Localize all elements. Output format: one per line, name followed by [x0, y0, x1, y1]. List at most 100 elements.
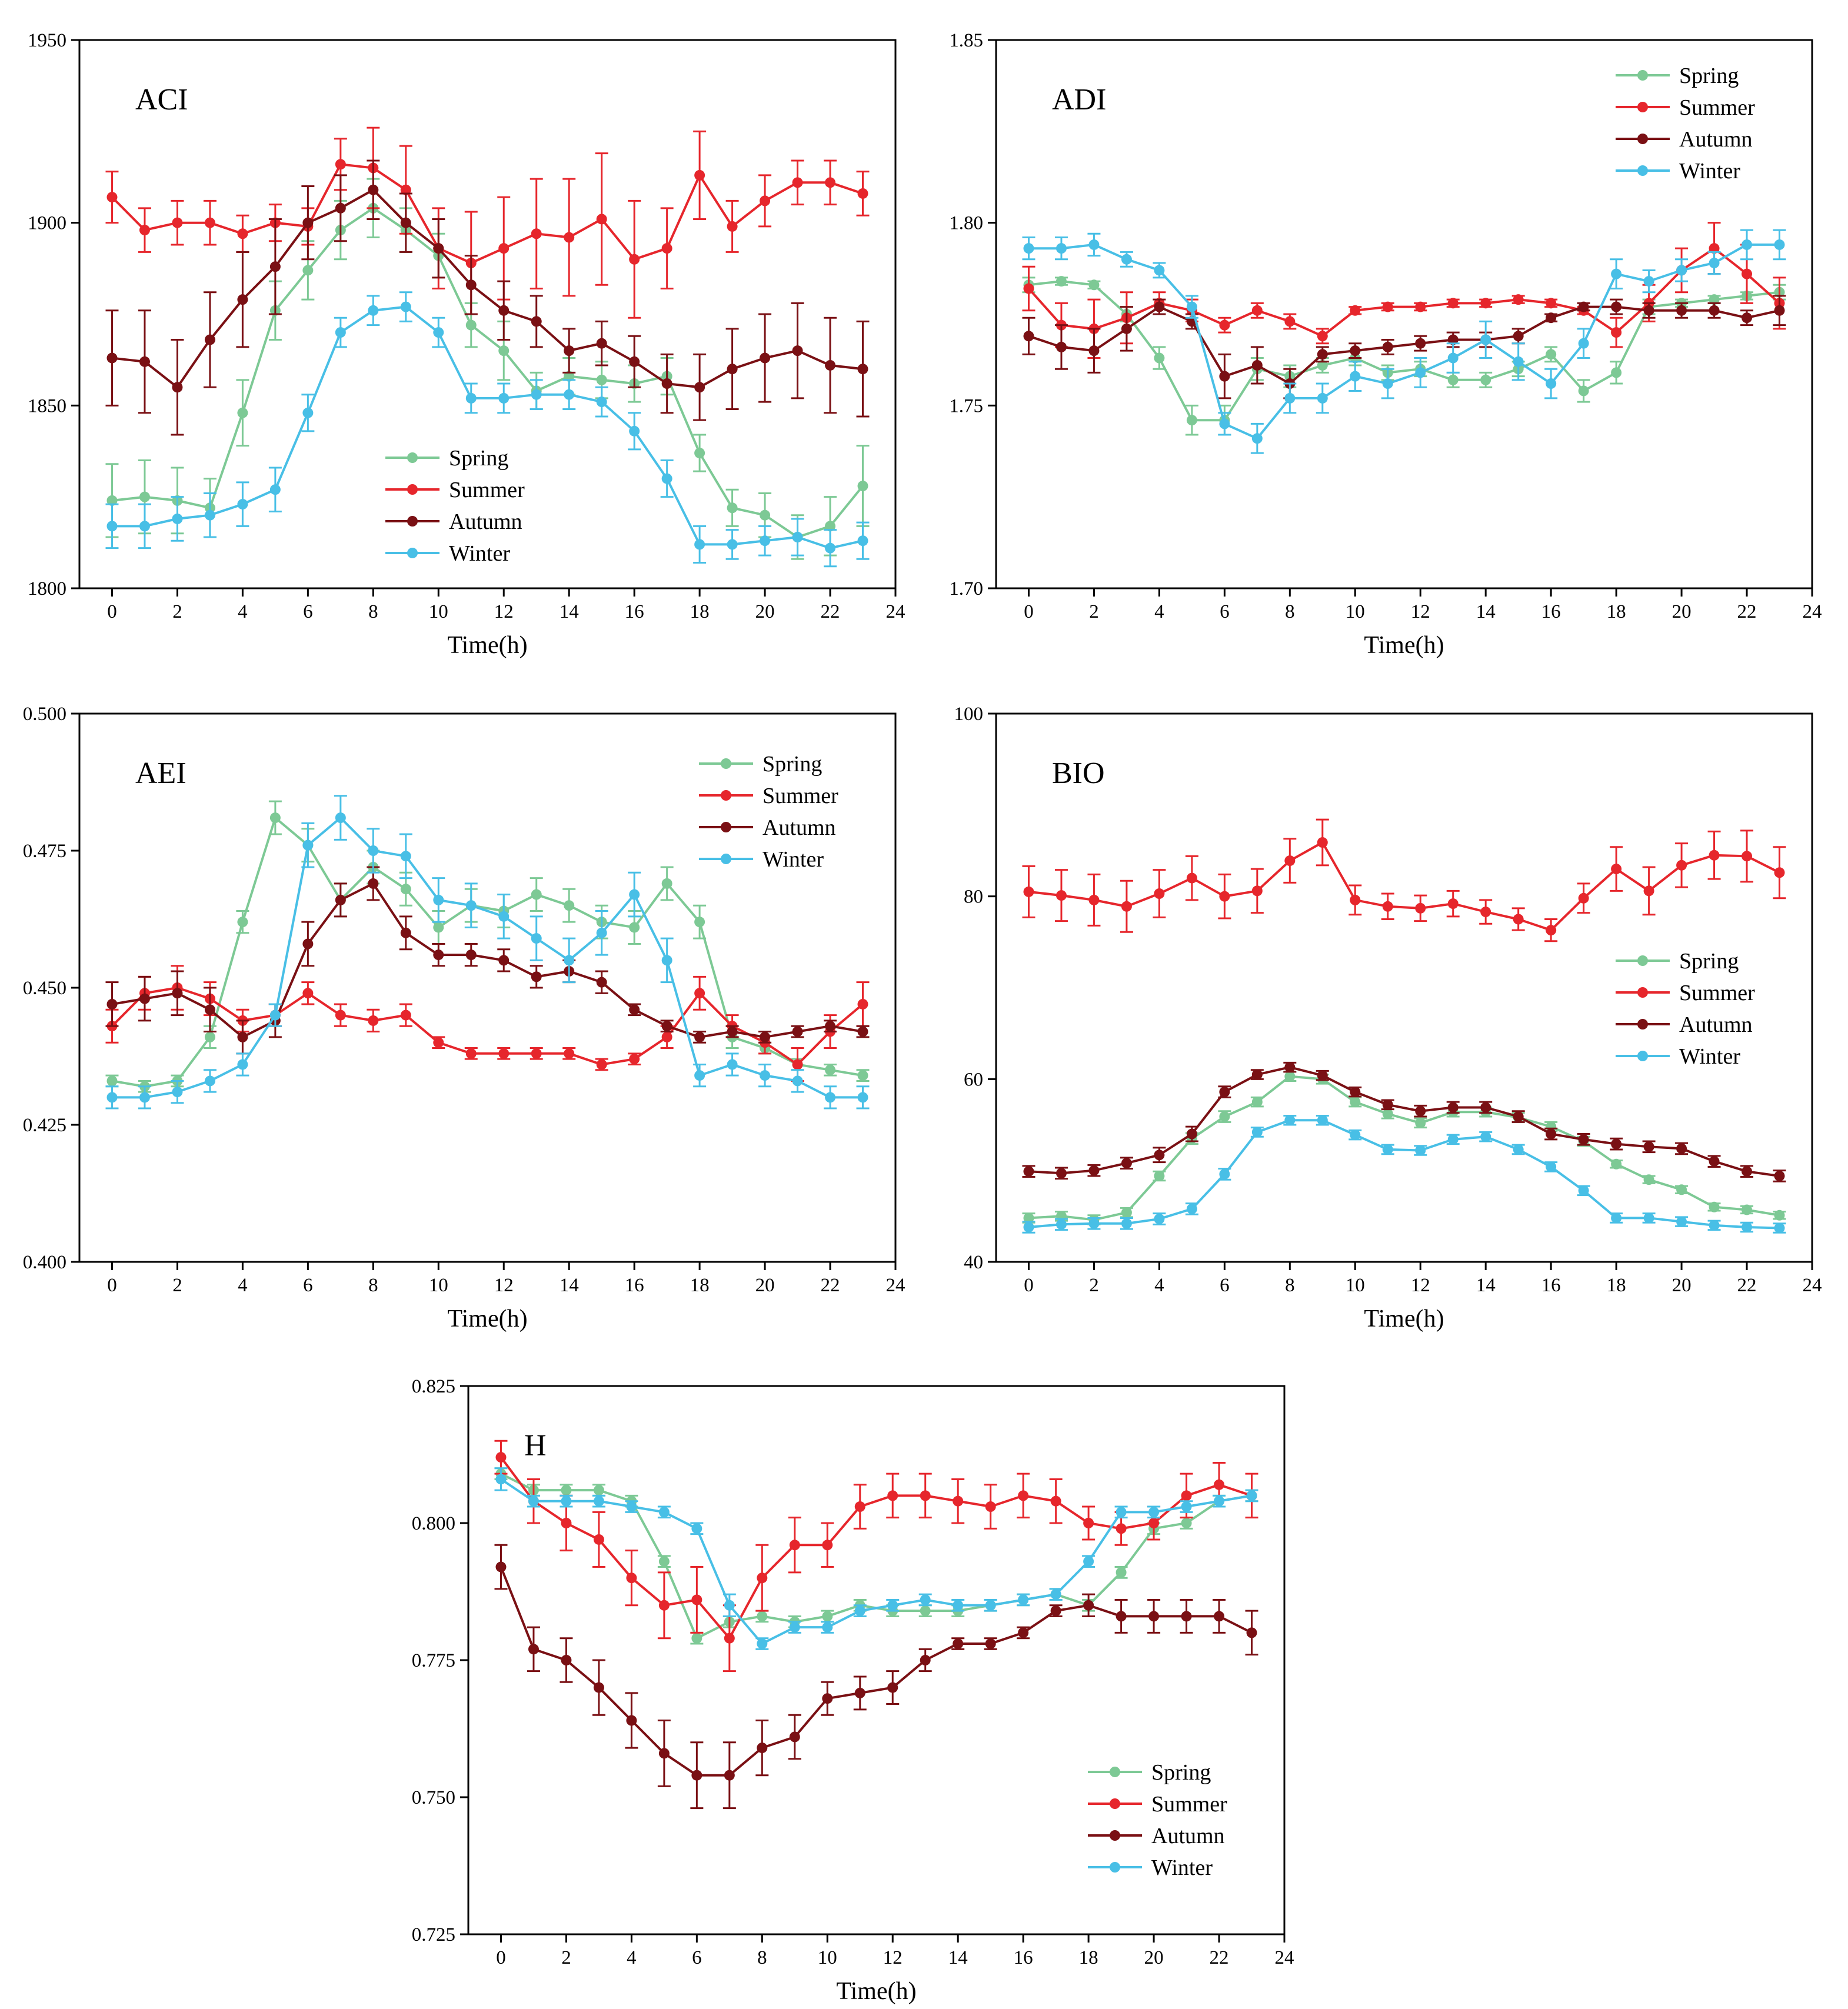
- legend-item-spring: Spring: [1616, 64, 1739, 88]
- data-point: [335, 812, 346, 824]
- data-point: [237, 917, 248, 928]
- x-tick-label: 16: [625, 601, 644, 622]
- data-point: [854, 1687, 865, 1698]
- x-axis-title: Time(h): [1364, 632, 1444, 659]
- data-point: [433, 894, 444, 905]
- data-point: [564, 900, 575, 911]
- x-tick-label: 2: [172, 601, 182, 622]
- plot-frame: [78, 39, 897, 589]
- data-point: [857, 481, 868, 492]
- y-tick-label: 0.800: [412, 1513, 455, 1534]
- x-tick-label: 24: [1803, 601, 1822, 622]
- data-point: [1251, 433, 1263, 444]
- legend-marker: [1637, 70, 1648, 81]
- data-point: [1643, 1212, 1654, 1224]
- legend: Spring Summer Autumn Winter: [1616, 949, 1755, 1069]
- data-point: [1676, 1184, 1687, 1195]
- data-point: [789, 1731, 800, 1743]
- data-point: [596, 397, 607, 408]
- legend-label: Spring: [1679, 949, 1739, 974]
- data-point: [593, 1495, 604, 1507]
- data-point: [335, 1010, 346, 1021]
- chart-panel-bio: 0 2 4 6 8 10 12 14 16 18 20 22 24406080100Time(h)BIO…: [954, 704, 1822, 1332]
- series-line: [1028, 841, 1780, 932]
- data-point: [1214, 1479, 1225, 1490]
- data-point: [596, 1059, 607, 1070]
- data-point: [1121, 1207, 1132, 1218]
- data-point: [596, 374, 607, 385]
- data-point: [1578, 301, 1589, 312]
- data-point: [433, 243, 444, 254]
- data-point: [760, 1070, 771, 1081]
- data-point: [1317, 331, 1328, 342]
- data-point: [822, 1693, 833, 1704]
- data-point: [1116, 1611, 1127, 1622]
- data-point: [1116, 1507, 1127, 1518]
- data-point: [1284, 855, 1296, 867]
- data-point: [792, 532, 803, 543]
- data-point: [1018, 1627, 1029, 1638]
- data-point: [629, 922, 640, 933]
- data-point: [1742, 239, 1753, 250]
- data-point: [1251, 1097, 1263, 1108]
- data-point: [1350, 371, 1361, 382]
- legend-marker: [407, 548, 418, 558]
- data-point: [1709, 305, 1720, 316]
- x-tick-label: 10: [1346, 1275, 1365, 1296]
- data-point: [1219, 891, 1230, 902]
- data-point: [1480, 907, 1491, 918]
- series-autumn: [105, 866, 870, 1055]
- data-point: [857, 364, 868, 375]
- x-tick-label: 8: [368, 601, 378, 622]
- data-point: [1447, 352, 1459, 364]
- x-tick-label: 22: [1210, 1947, 1229, 1968]
- data-point: [724, 1632, 735, 1644]
- series-autumn: [105, 159, 870, 436]
- data-point: [1611, 1212, 1622, 1224]
- data-point: [1742, 851, 1753, 862]
- data-point: [1350, 894, 1361, 905]
- data-point: [789, 1622, 800, 1633]
- data-point: [531, 933, 542, 944]
- data-point: [757, 1611, 768, 1622]
- data-point: [531, 228, 542, 239]
- data-point: [1513, 331, 1524, 342]
- data-point: [1251, 1069, 1263, 1080]
- data-point: [531, 389, 542, 400]
- data-point: [269, 812, 281, 824]
- legend-item-summer: Summer: [699, 784, 838, 808]
- data-point: [629, 254, 640, 265]
- data-point: [1480, 298, 1491, 309]
- chart-panels: 0 2 4 6 8 10 12 14 16 18 20 22 241800185019001950Tim…: [23, 30, 1822, 2005]
- data-point: [465, 319, 477, 331]
- data-point: [1317, 837, 1328, 848]
- data-point: [1415, 367, 1426, 378]
- data-point: [302, 938, 314, 949]
- data-point: [1513, 294, 1524, 305]
- data-point: [1317, 392, 1328, 404]
- data-point: [564, 389, 575, 400]
- data-point: [335, 202, 346, 214]
- y-tick-label: 0.725: [412, 1924, 455, 1945]
- data-point: [691, 1770, 702, 1781]
- data-point: [985, 1600, 996, 1611]
- data-point: [106, 495, 118, 506]
- x-tick-label: 4: [1154, 601, 1164, 622]
- legend-item-summer: Summer: [1616, 95, 1755, 120]
- data-point: [626, 1501, 637, 1512]
- data-point: [1055, 276, 1067, 287]
- y-tick-label: 1950: [28, 30, 66, 51]
- legend-label: Spring: [449, 446, 508, 471]
- data-point: [1055, 243, 1067, 254]
- data-point: [789, 1540, 800, 1551]
- series-autumn: [494, 1544, 1258, 1810]
- panel-title: ADI: [1052, 83, 1106, 116]
- series-line: [112, 816, 863, 1099]
- x-tick-label: 10: [429, 601, 448, 622]
- y-tick-label: 0.450: [23, 978, 66, 999]
- legend-item-spring: Spring: [1616, 949, 1739, 974]
- y-tick-label: 0.425: [23, 1115, 66, 1136]
- data-point: [1284, 1115, 1296, 1126]
- data-point: [1148, 1507, 1160, 1518]
- data-point: [1382, 378, 1393, 389]
